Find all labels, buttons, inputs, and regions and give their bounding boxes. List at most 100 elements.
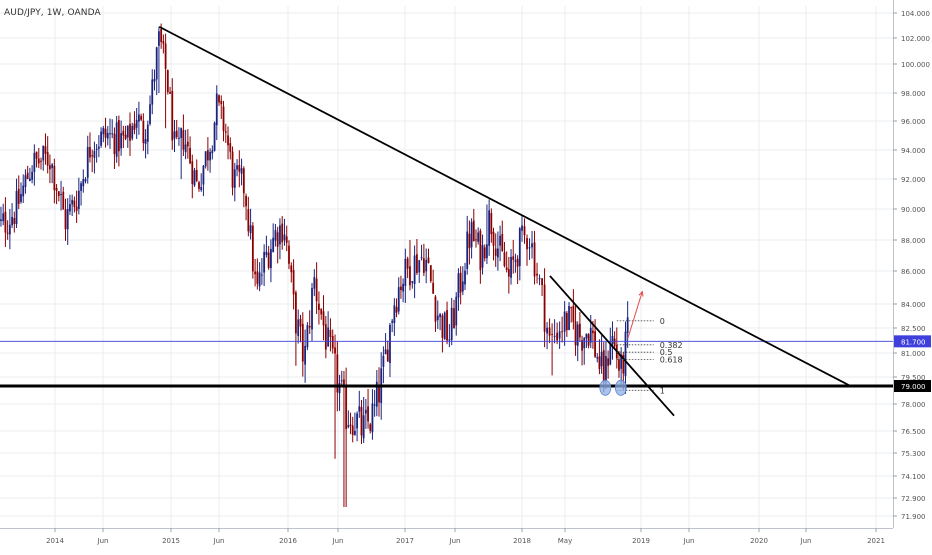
candle-body xyxy=(343,379,345,386)
main-downtrend-line[interactable] xyxy=(158,25,851,387)
candle-body xyxy=(100,131,102,146)
candle xyxy=(37,147,40,169)
candle-body xyxy=(395,307,398,313)
candle-body xyxy=(22,185,25,197)
candle-body xyxy=(563,311,566,332)
candle xyxy=(64,198,67,241)
candle-body xyxy=(220,100,223,105)
candle-body xyxy=(233,169,236,188)
candle-body xyxy=(486,244,488,259)
candle-body xyxy=(531,243,533,248)
candle-body xyxy=(526,238,528,250)
candle xyxy=(543,268,546,348)
candle xyxy=(429,265,432,283)
x-tick-label: 2015 xyxy=(162,537,180,545)
candle-body xyxy=(459,272,462,293)
candle xyxy=(528,238,531,260)
candle-body xyxy=(607,358,610,366)
candle xyxy=(345,367,348,507)
chart-title: AUD/JPY, 1W, OANDA xyxy=(4,8,101,18)
candle-body xyxy=(331,335,334,349)
candle xyxy=(86,135,89,184)
candle-body xyxy=(49,165,51,170)
candle xyxy=(166,69,169,95)
candle-body xyxy=(297,319,300,336)
candle-body xyxy=(301,323,304,362)
candle-body xyxy=(516,258,519,267)
candle-body xyxy=(53,165,56,191)
candle-body xyxy=(200,187,203,191)
candle-body xyxy=(0,219,2,221)
candle xyxy=(184,129,187,160)
y-tick-label: 100.000 xyxy=(901,61,930,69)
candle xyxy=(120,120,123,156)
candle xyxy=(265,235,268,258)
candle-body xyxy=(186,141,189,147)
y-tick-label: 90.000 xyxy=(901,206,926,214)
candle xyxy=(24,169,27,194)
candle-body xyxy=(553,335,556,337)
trendlines[interactable] xyxy=(0,25,893,417)
candle xyxy=(360,400,363,444)
candle-body xyxy=(124,134,127,139)
candle-body xyxy=(263,252,266,273)
candle xyxy=(453,299,455,329)
candle-body xyxy=(106,132,109,139)
candle-body xyxy=(546,327,548,334)
candle xyxy=(427,248,430,264)
annotations[interactable] xyxy=(599,290,644,396)
candle-body xyxy=(479,230,482,271)
candle-body xyxy=(468,233,471,249)
candle-body xyxy=(434,296,437,322)
candle-body xyxy=(585,333,588,339)
candle-body xyxy=(104,128,107,138)
candle-body xyxy=(44,146,47,154)
candle xyxy=(536,262,538,284)
highlight-circle[interactable] xyxy=(614,379,627,396)
current-price-badge[interactable]: 81.700 xyxy=(894,335,931,348)
candle-body xyxy=(620,354,623,369)
y-axis[interactable]: 104.000 102.000 100.000 98.000 96.000 94.000 9… xyxy=(893,0,932,550)
candle xyxy=(162,34,165,54)
candle-body xyxy=(224,131,227,133)
candle xyxy=(526,234,528,266)
candle xyxy=(432,269,435,294)
candle-body xyxy=(4,211,7,233)
candle-body xyxy=(551,334,553,336)
candle xyxy=(111,119,114,139)
x-tick-label: 2014 xyxy=(46,537,64,545)
candle xyxy=(245,193,247,221)
candle xyxy=(236,159,238,177)
candle-body xyxy=(218,95,220,103)
short-downtrend-line[interactable] xyxy=(549,275,675,417)
candle-body xyxy=(102,127,105,135)
candle xyxy=(77,177,80,215)
candle xyxy=(400,275,402,299)
candle-body xyxy=(384,349,387,355)
candle xyxy=(324,316,327,359)
x-tick-label: Jun xyxy=(97,537,109,545)
support-price-badge[interactable]: 79.000 xyxy=(894,380,931,392)
candle xyxy=(104,117,107,148)
candle xyxy=(607,350,610,379)
candle xyxy=(102,125,105,143)
candle xyxy=(553,319,556,344)
candle-body xyxy=(202,165,205,185)
candle xyxy=(351,416,354,443)
candle-body xyxy=(155,47,158,80)
candle xyxy=(609,327,612,366)
candle-body xyxy=(111,133,114,135)
candle xyxy=(122,125,125,149)
candle xyxy=(475,229,477,248)
candle xyxy=(468,220,471,265)
x-axis[interactable]: 2014 Jun 2015 Jun 2016 Jun 2017 Jun 2018 May 2019 J… xyxy=(0,528,932,550)
candle-body xyxy=(209,151,211,161)
candle-body xyxy=(6,232,9,234)
projection-arrow[interactable] xyxy=(627,291,643,339)
candle xyxy=(35,151,38,168)
candle-body xyxy=(472,220,475,242)
highlight-circle[interactable] xyxy=(599,379,612,396)
